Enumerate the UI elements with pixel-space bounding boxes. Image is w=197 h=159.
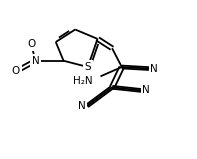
Text: O: O xyxy=(12,66,20,76)
Text: O: O xyxy=(27,39,36,49)
Text: N: N xyxy=(32,56,39,66)
Text: S: S xyxy=(85,62,91,72)
Text: N: N xyxy=(78,101,86,111)
Text: H₂N: H₂N xyxy=(73,76,93,86)
Text: N: N xyxy=(142,85,150,95)
Text: N: N xyxy=(150,64,158,74)
